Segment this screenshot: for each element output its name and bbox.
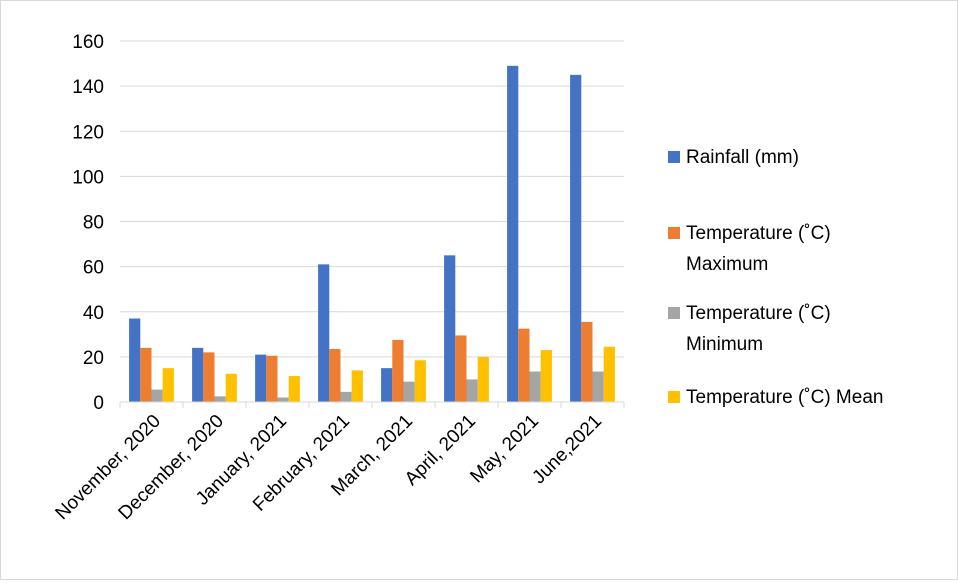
- bar: [140, 347, 152, 402]
- bar: [403, 381, 415, 402]
- y-tick-label: 100: [72, 167, 104, 188]
- x-tick-label: November, 2020: [52, 411, 165, 524]
- bar: [351, 370, 363, 402]
- bar: [518, 328, 530, 402]
- bar: [329, 348, 341, 402]
- bar: [466, 379, 478, 402]
- bar: [444, 255, 456, 402]
- x-tick-label: June,2021: [528, 411, 606, 489]
- bar: [277, 397, 289, 402]
- gridlines: [120, 40, 624, 358]
- bar: [581, 321, 593, 402]
- bar: [203, 352, 215, 402]
- bar: [540, 350, 552, 402]
- legend-label: Rainfall (mm): [686, 147, 799, 168]
- y-tick-label: 0: [93, 393, 104, 414]
- bar: [392, 339, 404, 402]
- bar: [603, 346, 615, 402]
- legend: Rainfall (mm) Temperature (˚C) Maximum Temp…: [668, 147, 883, 408]
- legend-label: Temperature (˚C) Mean: [686, 387, 883, 408]
- bar: [529, 371, 541, 402]
- bar: [225, 373, 237, 402]
- y-tick-label: 20: [83, 348, 104, 369]
- bar: [318, 264, 330, 402]
- bar: [288, 376, 300, 402]
- bar: [381, 368, 393, 402]
- bar: [455, 335, 467, 402]
- y-tick-label: 60: [83, 258, 104, 279]
- bar: [214, 396, 226, 402]
- bar: [340, 391, 352, 402]
- y-tick-label: 140: [72, 77, 104, 98]
- bar: [151, 389, 163, 402]
- legend-swatch: [668, 227, 680, 239]
- bar: [266, 355, 278, 402]
- bar: [507, 65, 519, 402]
- bar: [477, 356, 489, 402]
- y-tick-label: 80: [83, 213, 104, 234]
- legend-label: Minimum: [686, 334, 763, 355]
- bars: [129, 65, 615, 402]
- x-tick-label: December, 2020: [115, 411, 228, 524]
- y-tick-label: 160: [72, 32, 104, 53]
- bar: [414, 360, 426, 402]
- bar: [129, 318, 141, 402]
- y-tick-label: 120: [72, 122, 104, 143]
- legend-swatch: [668, 307, 680, 319]
- legend-label: Temperature (˚C): [686, 303, 831, 324]
- y-tick-label: 40: [83, 303, 104, 324]
- bar: [162, 368, 174, 402]
- legend-swatch: [668, 391, 680, 403]
- bar: [255, 354, 267, 402]
- y-axis: 0 20 40 60 80 100 120 140 160: [72, 32, 104, 414]
- legend-label: Maximum: [686, 254, 768, 275]
- legend-label: Temperature (˚C): [686, 223, 831, 244]
- bar: [192, 347, 204, 402]
- legend-swatch: [668, 151, 680, 163]
- bar: [570, 74, 582, 402]
- bar: [592, 371, 604, 402]
